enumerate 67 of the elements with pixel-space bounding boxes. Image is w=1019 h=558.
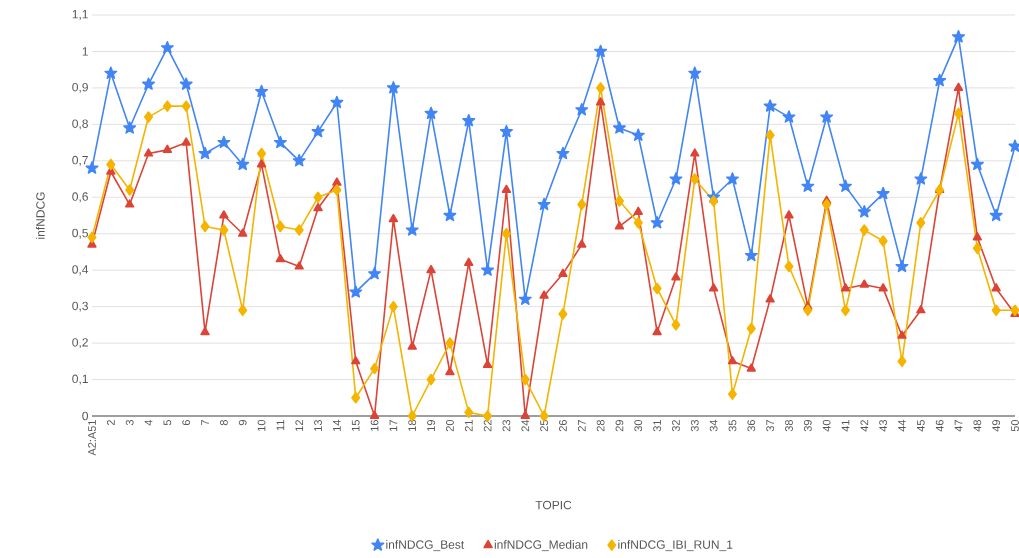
x-tick-label: 8 bbox=[219, 420, 228, 426]
x-tick-label: 44 bbox=[898, 419, 906, 432]
x-tick-label: 13 bbox=[314, 420, 322, 431]
x-tick-label: 30 bbox=[634, 419, 643, 432]
y-tick-label: 0,1 bbox=[72, 374, 88, 385]
y-axis-title: infNDCG bbox=[35, 192, 45, 239]
y-tick-label: 0,9 bbox=[72, 82, 88, 93]
y-tick-label: 0,3 bbox=[72, 301, 88, 312]
x-tick-label: 11 bbox=[276, 420, 285, 431]
y-tick-label: 0,7 bbox=[72, 155, 88, 166]
legend-label: infNDCG_IBI_RUN_1 bbox=[618, 540, 733, 552]
x-tick-label: 41 bbox=[841, 420, 850, 432]
x-tick-label: 49 bbox=[992, 420, 1001, 432]
x-tick-label: 22 bbox=[483, 420, 492, 432]
x-tick-label: 19 bbox=[427, 420, 435, 431]
x-tick-label: 46 bbox=[935, 420, 944, 432]
legend-label: infNDCG_Median bbox=[494, 540, 588, 552]
x-axis-title: TOPIC bbox=[535, 500, 572, 510]
x-tick-label: 27 bbox=[577, 420, 586, 432]
x-tick-label: 14 bbox=[333, 419, 341, 431]
x-tick-label: 28 bbox=[596, 420, 605, 432]
x-tick-label: 38 bbox=[785, 420, 793, 432]
legend-label: infNDCG_Best bbox=[386, 540, 465, 552]
y-tick-label: 1 bbox=[82, 47, 88, 56]
x-tick-label: 34 bbox=[709, 419, 718, 432]
y-tick-label: 0,6 bbox=[72, 192, 88, 203]
x-tick-label: 36 bbox=[747, 420, 756, 432]
x-tick-label: 42 bbox=[860, 420, 869, 432]
x-tick-label: 2 bbox=[107, 420, 115, 426]
x-tick-label: 31 bbox=[653, 420, 661, 432]
y-tick-label: 0,2 bbox=[72, 338, 88, 349]
x-tick-label: 9 bbox=[238, 420, 247, 426]
x-tick-label: 12 bbox=[295, 420, 304, 431]
y-tick-label: 1,1 bbox=[72, 10, 88, 20]
x-tick-label: 20 bbox=[446, 419, 454, 432]
x-tick-label: 17 bbox=[389, 420, 398, 431]
x-tick-label: 21 bbox=[464, 420, 473, 432]
x-tick-label: 43 bbox=[879, 420, 888, 432]
x-tick-label: 4 bbox=[144, 419, 153, 426]
x-tick-label: 33 bbox=[690, 420, 699, 432]
y-tick-label: 0,4 bbox=[72, 265, 89, 276]
x-tick-label: 39 bbox=[803, 420, 812, 432]
x-tick-label: 23 bbox=[502, 420, 511, 432]
x-tick-label: 29 bbox=[615, 420, 624, 432]
x-tick-label: 7 bbox=[201, 420, 209, 426]
x-tick-label: 6 bbox=[182, 420, 191, 426]
x-tick-label: 16 bbox=[370, 420, 379, 431]
x-tick-label: 37 bbox=[766, 420, 775, 432]
y-tick-label: 0,5 bbox=[72, 228, 88, 239]
x-tick-label: 5 bbox=[163, 420, 172, 426]
x-tick-label: 50 bbox=[1011, 419, 1019, 432]
x-tick-label: 15 bbox=[351, 420, 360, 431]
x-tick-label: 3 bbox=[125, 420, 134, 426]
y-tick-label: 0,8 bbox=[72, 119, 88, 130]
x-tick-label: A2:A51 bbox=[88, 420, 96, 456]
x-tick-label: 26 bbox=[559, 420, 567, 432]
x-tick-label: 10 bbox=[257, 419, 266, 431]
x-tick-label: 32 bbox=[672, 420, 680, 432]
x-tick-label: 48 bbox=[973, 420, 982, 432]
x-tick-label: 25 bbox=[540, 420, 548, 432]
x-tick-label: 35 bbox=[728, 420, 737, 432]
x-tick-label: 45 bbox=[916, 420, 925, 432]
x-tick-label: 40 bbox=[822, 419, 831, 432]
y-tick-label: 0 bbox=[82, 411, 89, 421]
x-tick-label: 18 bbox=[408, 420, 417, 431]
x-tick-label: 24 bbox=[521, 419, 530, 432]
x-tick-label: 47 bbox=[954, 420, 963, 432]
